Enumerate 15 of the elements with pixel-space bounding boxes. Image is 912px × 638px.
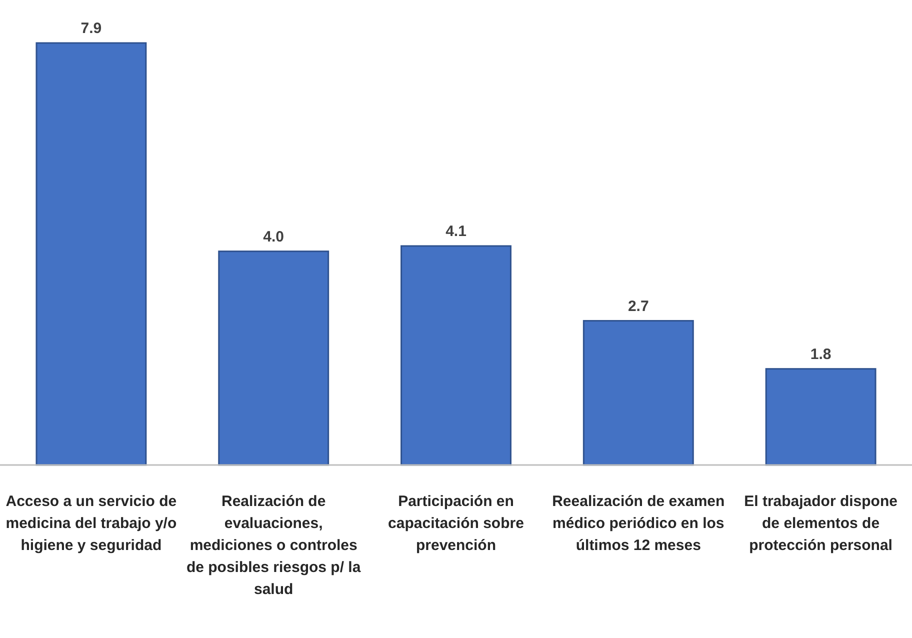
bar — [400, 245, 512, 466]
x-tick-label: Reealización de examen médico periódico en los últimos 12 meses — [552, 493, 725, 554]
bar — [582, 320, 694, 466]
data-label: 4.0 — [263, 228, 284, 246]
x-tick-label: Realización de evaluaciones, mediciones o controles de posibles riesgos p/ la salud — [186, 493, 362, 598]
data-label: 2.7 — [628, 298, 649, 315]
bar — [36, 42, 147, 466]
bar — [765, 368, 876, 466]
bar — [218, 250, 330, 466]
data-label: 1.8 — [810, 346, 832, 363]
x-tick-label: Acceso a un servicio de medicina del trabajo y/o higiene y seguridad — [6, 493, 177, 554]
data-label: 7.9 — [80, 20, 102, 37]
data-label: 4.1 — [446, 222, 466, 240]
x-tick-label: Participación en capacitación sobre prevención — [388, 493, 524, 554]
x-tick-label: El trabajador dispone de elementos de protección personal — [744, 493, 898, 554]
